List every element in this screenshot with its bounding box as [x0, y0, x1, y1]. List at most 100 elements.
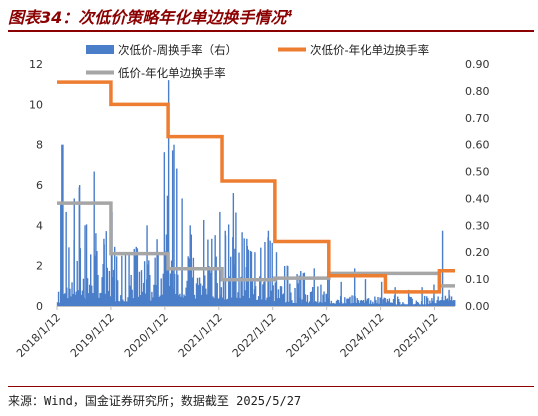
weekly-turnover-bar — [71, 282, 73, 306]
weekly-turnover-bar — [108, 270, 111, 306]
y-right-tick-label: 0.90 — [465, 58, 490, 71]
weekly-turnover-bar — [80, 294, 83, 306]
weekly-turnover-bar — [191, 277, 194, 306]
weekly-turnover-bar — [365, 300, 368, 306]
weekly-turnover-bar — [283, 265, 286, 306]
weekly-turnover-bar — [260, 247, 262, 306]
weekly-turnover-bar — [270, 290, 272, 306]
weekly-turnover-bar — [139, 295, 142, 306]
weekly-turnover-bar — [98, 297, 100, 306]
weekly-turnover-bar — [184, 296, 186, 306]
source-note: 来源：Wind，国金证券研究所；数据截至 2025/5/27 — [8, 394, 302, 408]
weekly-turnover-bar — [261, 299, 263, 306]
weekly-turnover-bar — [198, 277, 201, 306]
weekly-turnover-peak-bar — [313, 268, 315, 306]
weekly-turnover-bar — [112, 269, 115, 306]
weekly-turnover-bar — [344, 297, 346, 306]
weekly-turnover-bar — [100, 292, 102, 306]
x-tick-label: 2021/1/12 — [176, 311, 225, 360]
weekly-turnover-bar — [123, 301, 125, 306]
x-tick-label: 2023/1/12 — [284, 311, 333, 360]
weekly-turnover-bar — [274, 282, 277, 306]
weekly-turnover-bar — [359, 300, 362, 306]
weekly-turnover-bar — [182, 297, 184, 306]
weekly-turnover-bar — [199, 283, 202, 306]
weekly-turnover-bar — [384, 297, 386, 306]
low-price-annual-turnover-line — [57, 201, 455, 288]
y-left-tick-label: 10 — [29, 98, 43, 111]
weekly-turnover-peak-bar — [380, 281, 383, 306]
weekly-turnover-bar — [382, 299, 384, 306]
weekly-turnover-bar — [237, 292, 239, 306]
weekly-turnover-bar — [169, 273, 172, 306]
weekly-turnover-bar — [70, 296, 72, 306]
weekly-turnover-bar — [185, 287, 187, 306]
weekly-turnover-bar — [115, 256, 118, 306]
weekly-turnover-peak-bar — [78, 185, 81, 306]
weekly-turnover-bar — [454, 300, 456, 306]
weekly-turnover-bar — [396, 296, 399, 306]
weekly-turnover-bar — [143, 261, 146, 306]
weekly-turnover-bar — [363, 302, 366, 306]
weekly-turnover-bar — [183, 294, 185, 306]
weekly-turnover-bar — [419, 304, 422, 306]
x-tick-label: 2018/1/12 — [14, 311, 63, 360]
weekly-turnover-bar — [361, 301, 364, 306]
weekly-turnover-bar — [244, 290, 246, 306]
legend-label-sub-low-annual: 次低价-年化单边换手率 — [310, 43, 429, 57]
weekly-turnover-bar — [288, 301, 290, 306]
weekly-turnover-peak-bar — [167, 80, 170, 306]
weekly-turnover-bar — [431, 298, 433, 306]
weekly-turnover-bar — [325, 293, 327, 306]
weekly-turnover-bar — [370, 300, 372, 306]
weekly-turnover-bar — [271, 242, 273, 306]
x-tick-label: 2022/1/12 — [230, 311, 279, 360]
weekly-turnover-bar — [383, 297, 385, 306]
weekly-turnover-bar — [214, 235, 216, 306]
weekly-turnover-bar — [429, 300, 431, 306]
weekly-turnover-bar — [324, 302, 326, 306]
weekly-turnover-bar — [134, 255, 137, 306]
weekly-turnover-bar — [342, 303, 344, 306]
weekly-turnover-bar — [109, 296, 112, 306]
weekly-turnover-peak-bar — [327, 273, 329, 306]
legend-swatch-weekly — [86, 45, 114, 54]
weekly-turnover-bar — [160, 278, 162, 306]
weekly-turnover-bar — [357, 300, 359, 306]
weekly-turnover-bar — [373, 303, 375, 306]
weekly-turnover-bar — [133, 248, 135, 306]
weekly-turnover-bar — [446, 298, 449, 306]
weekly-turnover-bar — [338, 302, 341, 306]
weekly-turnover-bar — [406, 304, 408, 306]
weekly-turnover-bar — [114, 301, 117, 306]
weekly-turnover-bar — [217, 298, 219, 306]
weekly-turnover-bar — [91, 285, 93, 306]
weekly-turnover-bar — [291, 300, 293, 306]
weekly-turnover-bar — [289, 283, 291, 306]
weekly-turnover-bar — [390, 302, 393, 306]
weekly-turnover-bar — [400, 304, 402, 306]
weekly-turnover-bar — [449, 300, 452, 306]
weekly-turnover-bar — [258, 296, 260, 306]
weekly-turnover-bar — [105, 231, 107, 306]
weekly-turnover-bar — [346, 298, 348, 306]
weekly-turnover-bar — [409, 296, 411, 306]
y-left-tick-label: 2 — [36, 260, 43, 273]
weekly-turnover-bar — [75, 291, 77, 306]
weekly-turnover-bar — [64, 293, 66, 306]
weekly-turnover-bar — [57, 291, 60, 306]
weekly-turnover-bar — [132, 298, 134, 306]
weekly-turnover-bar — [435, 303, 437, 306]
weekly-turnover-bar — [391, 302, 394, 306]
weekly-turnover-bar — [101, 277, 103, 306]
weekly-turnover-bar — [423, 295, 426, 306]
weekly-turnover-peak-bar — [84, 225, 86, 306]
weekly-turnover-bar — [193, 294, 196, 306]
weekly-turnover-bar — [90, 254, 92, 306]
weekly-turnover-bar — [209, 267, 211, 306]
weekly-turnover-peak-bar — [441, 230, 444, 306]
weekly-turnover-bar — [262, 284, 264, 306]
weekly-turnover-peak-bar — [111, 211, 113, 306]
weekly-turnover-bar — [308, 301, 311, 306]
weekly-turnover-bar — [213, 298, 215, 306]
